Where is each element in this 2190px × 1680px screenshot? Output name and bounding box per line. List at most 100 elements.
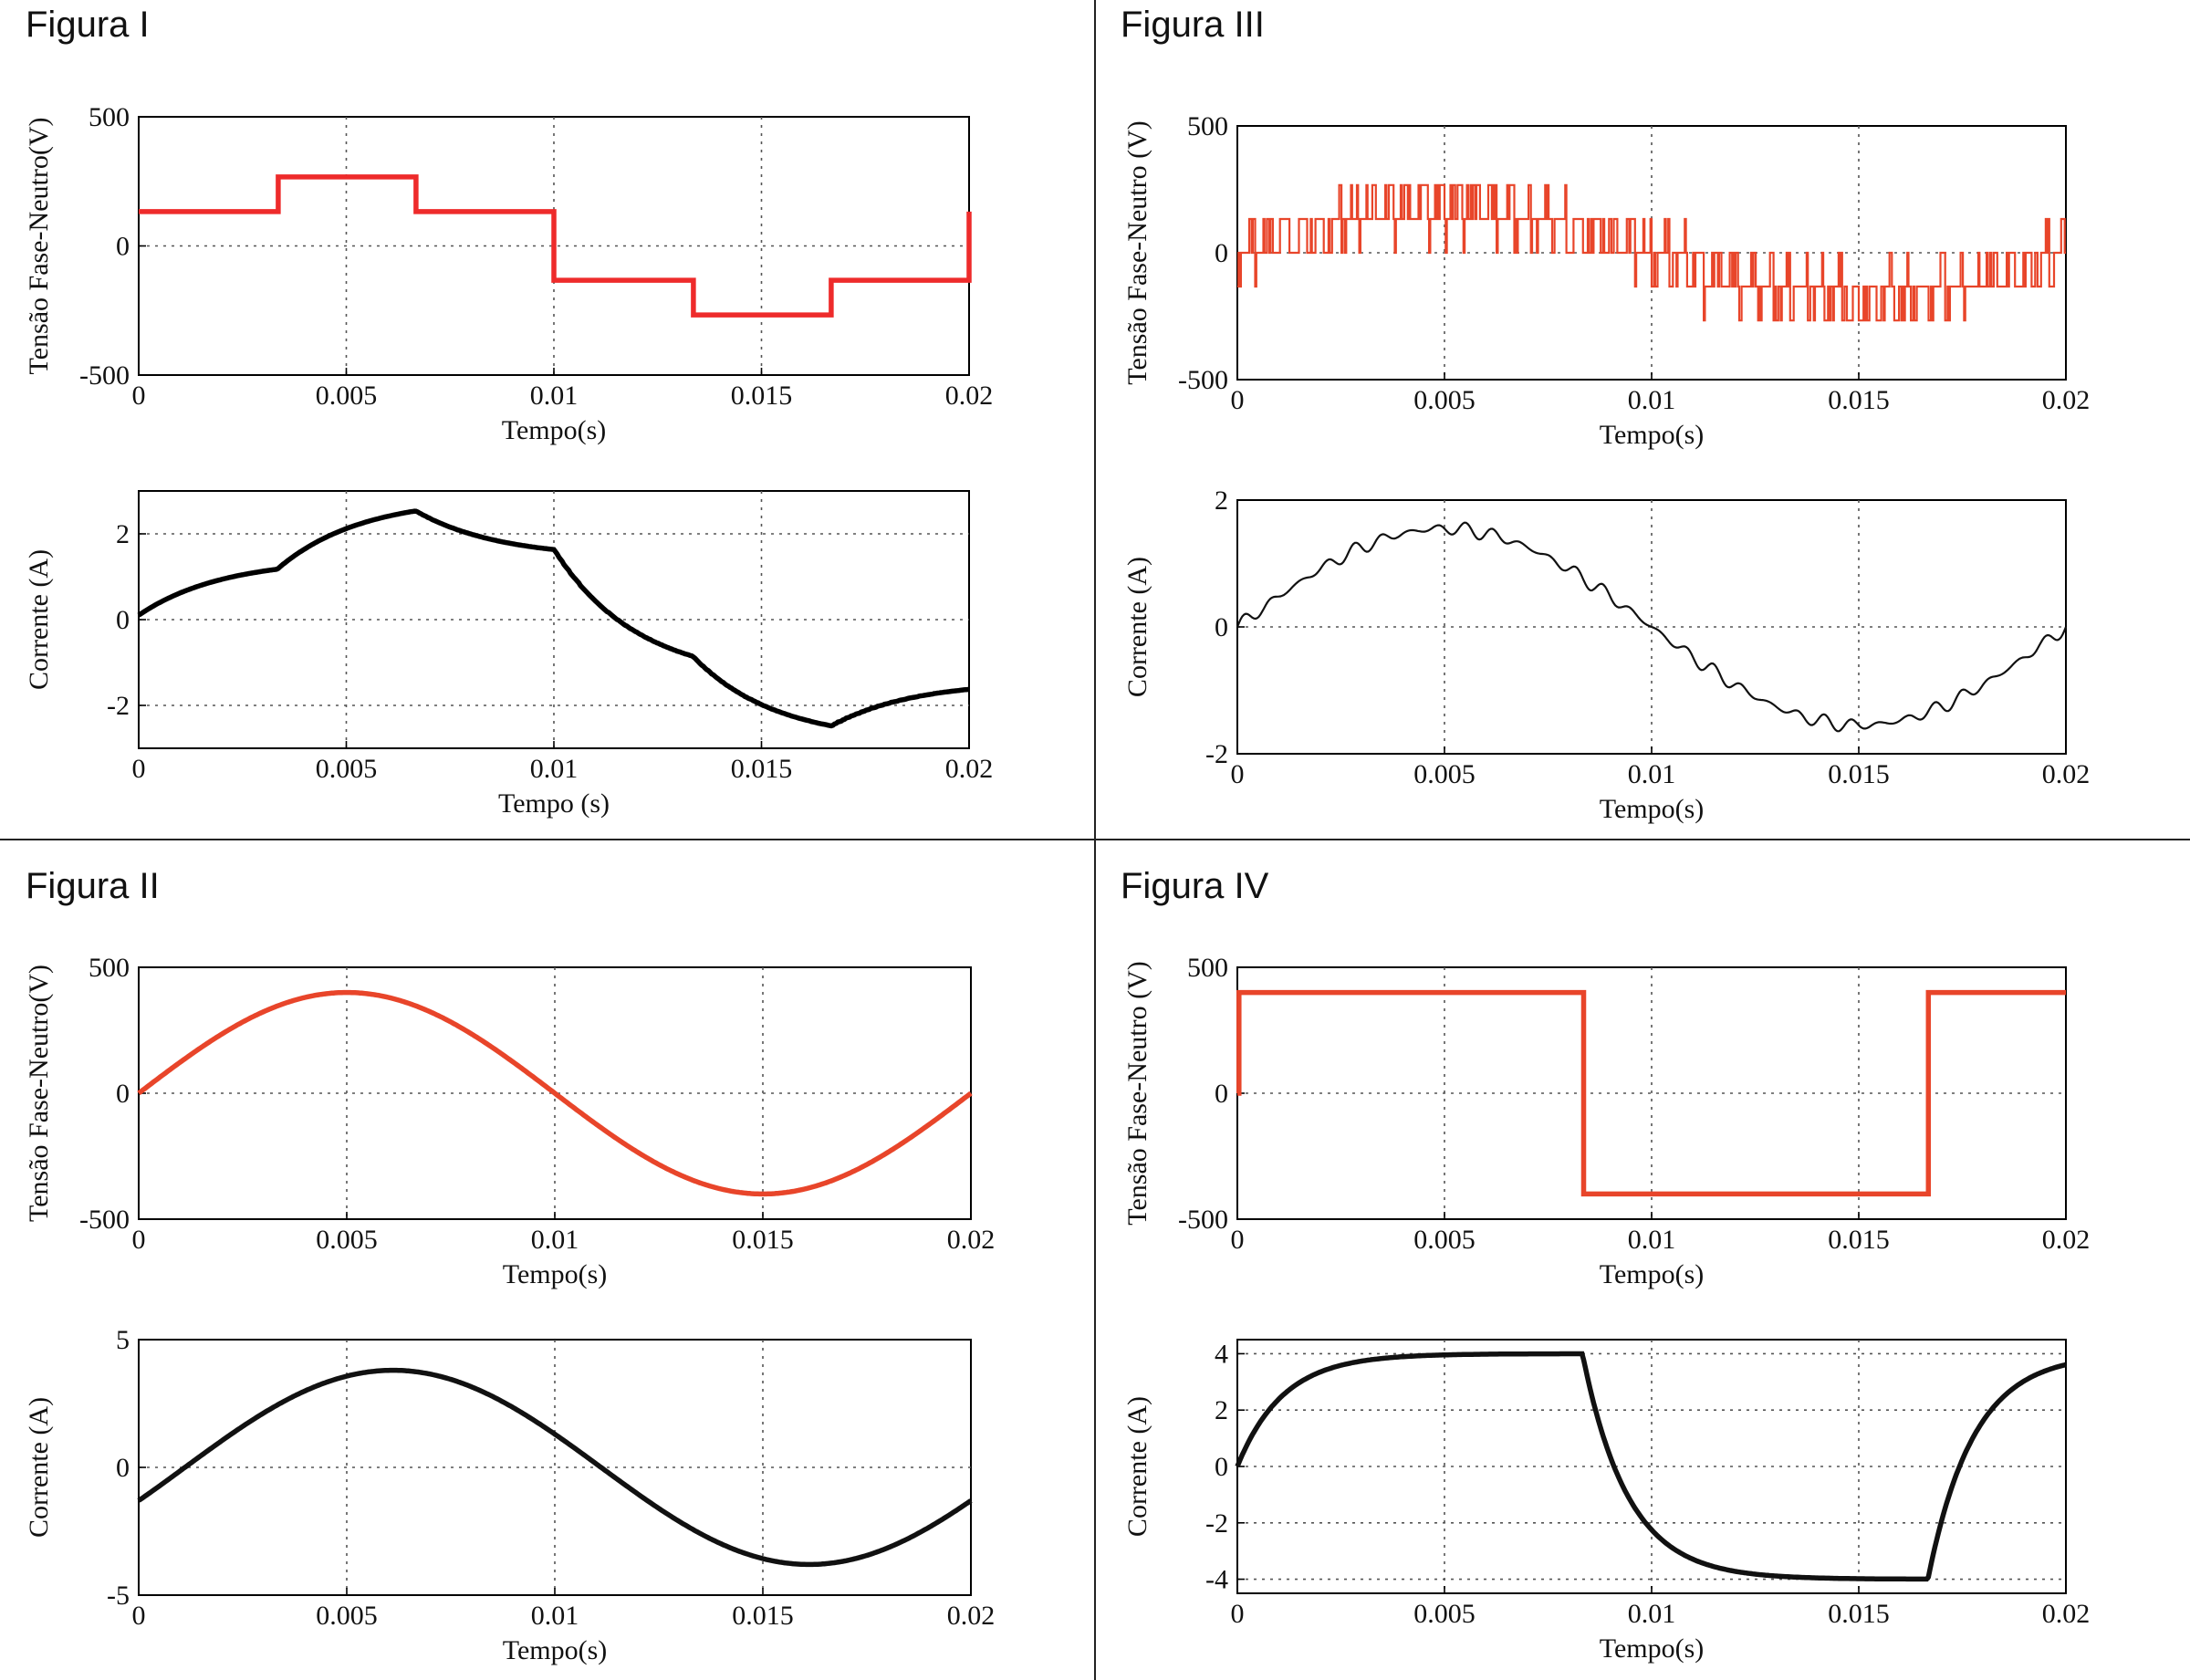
current-x-axis-label: Tempo(s) bbox=[1600, 1633, 1705, 1664]
voltage-y-tick-label: 0 bbox=[1215, 238, 1228, 268]
current-x-tick-label: 0.005 bbox=[316, 1601, 378, 1631]
voltage-series-line bbox=[1237, 183, 2066, 322]
current-x-tick-label: 0 bbox=[132, 1601, 146, 1631]
voltage-x-tick-label: 0.02 bbox=[2042, 385, 2091, 415]
voltage-x-axis-label: Tempo(s) bbox=[503, 1259, 608, 1289]
current-x-tick-label: 0.01 bbox=[531, 1601, 579, 1631]
voltage-x-tick-label: 0 bbox=[132, 381, 146, 411]
current-y-tick-label: 0 bbox=[116, 1453, 130, 1483]
figure-1-voltage-chart: 0 0.005 0.01 0.015 0.025000-500Tempo(s)Tensã… bbox=[24, 102, 993, 445]
figure-title: Figura III bbox=[1121, 5, 1265, 45]
voltage-y-tick-label: -500 bbox=[79, 1205, 130, 1235]
voltage-y-tick-label: -500 bbox=[1178, 1205, 1228, 1235]
current-y-axis-label: Corrente (A) bbox=[1122, 557, 1152, 697]
current-x-tick-label: 0.005 bbox=[1413, 1599, 1476, 1629]
voltage-x-tick-label: 0.005 bbox=[316, 1225, 378, 1255]
figure-2-current-chart: 0 0.005 0.01 0.015 0.0250-5Tempo(s)Corrente … bbox=[24, 1325, 995, 1665]
current-x-tick-label: 0.02 bbox=[945, 754, 994, 784]
voltage-y-axis-label: Tensão Fase-Neutro(V) bbox=[24, 965, 54, 1222]
current-series-line bbox=[1236, 521, 2068, 733]
current-y-tick-label: -5 bbox=[107, 1581, 130, 1611]
voltage-x-tick-label: 0.015 bbox=[731, 381, 793, 411]
voltage-x-axis-label: Tempo(s) bbox=[1600, 1259, 1705, 1289]
current-y-tick-label: -2 bbox=[1205, 1508, 1228, 1539]
figure-1-current-chart: 0 0.005 0.01 0.015 0.02 2 0 -2 Tempo (s) Corrente… bbox=[24, 490, 994, 819]
voltage-y-tick-label: -500 bbox=[79, 360, 130, 391]
current-x-tick-label: 0.01 bbox=[1628, 1599, 1676, 1629]
current-series-line bbox=[1235, 1351, 2067, 1582]
current-x-tick-label: 0.015 bbox=[1828, 1599, 1890, 1629]
current-y-tick-label: -2 bbox=[1205, 739, 1228, 769]
voltage-x-tick-label: 0.015 bbox=[1828, 385, 1890, 415]
voltage-x-tick-label: 0.005 bbox=[1413, 1225, 1476, 1255]
current-x-tick-label: 0 bbox=[1231, 1599, 1245, 1629]
voltage-y-tick-label: 500 bbox=[89, 102, 130, 132]
voltage-x-tick-label: 0.01 bbox=[530, 381, 579, 411]
voltage-x-axis-label: Tempo(s) bbox=[502, 415, 607, 445]
voltage-series-line bbox=[139, 174, 972, 318]
voltage-x-tick-label: 0 bbox=[1231, 1225, 1245, 1255]
current-x-tick-label: 0.015 bbox=[732, 1601, 794, 1631]
voltage-y-axis-label: Tensão Fase-Neutro(V) bbox=[24, 118, 54, 375]
current-x-tick-label: 0.02 bbox=[2042, 1599, 2091, 1629]
voltage-y-tick-label: 0 bbox=[116, 232, 130, 262]
current-x-tick-label: 0.02 bbox=[947, 1601, 996, 1631]
voltage-y-tick-label: -500 bbox=[1178, 365, 1228, 395]
current-x-tick-label: 0.015 bbox=[1828, 759, 1890, 789]
voltage-x-tick-label: 0 bbox=[1231, 385, 1245, 415]
voltage-y-tick-label: 0 bbox=[1215, 1079, 1228, 1109]
figure-3-voltage-chart: 0 0.005 0.01 0.015 0.025000-500Tempo(s)Tensã… bbox=[1122, 111, 2090, 450]
current-x-axis-label: Tempo (s) bbox=[498, 788, 610, 819]
current-x-axis-label: Tempo(s) bbox=[503, 1635, 608, 1665]
current-x-tick-label: 0.01 bbox=[1628, 759, 1676, 789]
voltage-x-tick-label: 0 bbox=[132, 1225, 146, 1255]
current-y-tick-label: 2 bbox=[1215, 1395, 1228, 1425]
current-x-tick-label: 0.01 bbox=[530, 754, 579, 784]
current-y-tick-label: 0 bbox=[116, 605, 130, 635]
current-y-tick-label: 0 bbox=[1215, 612, 1228, 642]
current-y-axis-label: Corrente (A) bbox=[1122, 1396, 1152, 1537]
current-y-tick-label: 2 bbox=[1215, 485, 1228, 516]
current-series-line bbox=[137, 1367, 973, 1568]
voltage-y-axis-label: Tensão Fase-Neutro (V) bbox=[1122, 961, 1152, 1225]
current-y-tick-label: -2 bbox=[107, 691, 130, 721]
figure-title: Figura I bbox=[26, 5, 150, 45]
voltage-x-tick-label: 0.02 bbox=[945, 381, 994, 411]
voltage-series-line bbox=[137, 989, 973, 1197]
voltage-x-tick-label: 0.01 bbox=[1628, 1225, 1676, 1255]
figure-title: Figura II bbox=[26, 866, 160, 906]
voltage-x-tick-label: 0.015 bbox=[1828, 1225, 1890, 1255]
current-y-tick-label: 2 bbox=[116, 519, 130, 549]
current-x-tick-label: 0.015 bbox=[731, 754, 793, 784]
voltage-x-tick-label: 0.015 bbox=[732, 1225, 794, 1255]
current-x-tick-label: 0 bbox=[1231, 759, 1245, 789]
voltage-x-tick-label: 0.005 bbox=[1413, 385, 1476, 415]
figure-4-current-chart: 0 0.005 0.01 0.015 0.02 4 2 0 -2 -4 Tempo(s) Corren… bbox=[1122, 1339, 2090, 1664]
current-x-tick-label: 0.005 bbox=[316, 754, 378, 784]
voltage-x-tick-label: 0.01 bbox=[531, 1225, 579, 1255]
voltage-y-axis-label: Tensão Fase-Neutro (V) bbox=[1122, 120, 1152, 384]
current-y-tick-label: 0 bbox=[1215, 1452, 1228, 1482]
voltage-x-tick-label: 0.01 bbox=[1628, 385, 1676, 415]
voltage-y-tick-label: 500 bbox=[89, 953, 130, 983]
current-x-tick-label: 0 bbox=[132, 754, 146, 784]
voltage-series-line bbox=[1236, 989, 2066, 1197]
figure-4-voltage-chart: 0 0.005 0.01 0.015 0.025000-500Tempo(s)Tensã… bbox=[1122, 953, 2090, 1289]
current-y-axis-label: Corrente (A) bbox=[24, 549, 54, 690]
current-x-tick-label: 0.005 bbox=[1413, 759, 1476, 789]
figure-2-voltage-chart: 0 0.005 0.01 0.015 0.025000-500Tempo(s)Tensã… bbox=[24, 953, 995, 1289]
voltage-x-tick-label: 0.02 bbox=[947, 1225, 996, 1255]
voltage-y-tick-label: 500 bbox=[1187, 111, 1228, 141]
voltage-x-axis-label: Tempo(s) bbox=[1600, 420, 1705, 450]
current-y-tick-label: -4 bbox=[1205, 1565, 1228, 1595]
voltage-x-tick-label: 0.005 bbox=[316, 381, 378, 411]
current-y-tick-label: 4 bbox=[1215, 1339, 1228, 1369]
current-x-axis-label: Tempo(s) bbox=[1600, 794, 1705, 824]
figure-3-current-chart: 0 0.005 0.01 0.015 0.0220-2Tempo(s)Corrente … bbox=[1122, 485, 2090, 824]
current-series-line bbox=[137, 508, 970, 729]
current-y-tick-label: 5 bbox=[116, 1325, 130, 1355]
current-y-axis-label: Corrente (A) bbox=[24, 1397, 54, 1538]
voltage-x-tick-label: 0.02 bbox=[2042, 1225, 2091, 1255]
voltage-y-tick-label: 0 bbox=[116, 1079, 130, 1109]
